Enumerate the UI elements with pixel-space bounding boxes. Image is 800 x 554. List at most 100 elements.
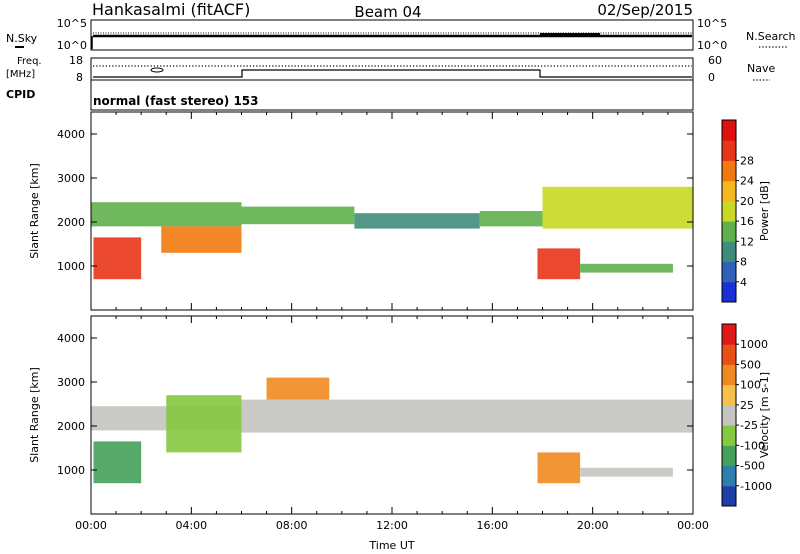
power-data [91, 186, 693, 280]
cpid-mode-text: normal (fast stereo) 153 [93, 94, 259, 108]
data-band-6 [580, 467, 673, 477]
nave-tick-top: 60 [708, 54, 722, 67]
nsearch-tick-bottom: 10^0 [697, 39, 727, 52]
y-tick-label: 2000 [57, 216, 85, 229]
nsky-label: N.Sky [6, 32, 38, 45]
colorbar-segment [722, 200, 736, 222]
colorbar-tick-label: -1000 [740, 480, 772, 493]
data-band-0 [91, 202, 242, 227]
colorbar-tick-label: 16 [740, 215, 754, 228]
cpid-label: CPID [6, 88, 35, 101]
nave-dip [150, 67, 164, 73]
colorbar-segment [722, 384, 736, 406]
colorbar-segment [722, 140, 736, 161]
nsky-frame [90, 19, 694, 51]
x-tick-label: 04:00 [175, 519, 207, 532]
station-title: Hankasalmi (fitACF) [92, 0, 250, 19]
beam-title: Beam 04 [354, 3, 421, 21]
y-tick-label: 1000 [57, 260, 85, 273]
freq-tick-top: 18 [69, 54, 83, 67]
colorbar-segment [722, 160, 736, 182]
power-panel: 1000 2000 3000 4000 Slant Range [km] 4 8 12 16… [28, 111, 771, 311]
data-band-7 [537, 248, 581, 280]
colorbar-segment [722, 261, 736, 283]
velocity-data [91, 377, 693, 484]
colorbar-tick-label: 25 [740, 399, 754, 412]
freq-label-line2: [MHz] [6, 69, 35, 80]
colorbar-tick-label: 500 [740, 358, 761, 371]
power-colorbar-label: Power [dB] [758, 181, 771, 241]
velocity-colorbar: 1000 500 100 25 -25 -100 -500 -1000 [721, 323, 772, 507]
x-tick-label: 08:00 [276, 519, 308, 532]
cpid-frame [90, 79, 694, 111]
colorbar-segment [722, 404, 736, 426]
data-band-1 [241, 206, 355, 225]
y-tick-label: 2000 [57, 420, 85, 433]
colorbar-segment [722, 445, 736, 467]
x-tick-label: 16:00 [476, 519, 508, 532]
nsearch-label: N.Search [746, 30, 796, 43]
y-tick-label: 3000 [57, 172, 85, 185]
velocity-frame [90, 315, 694, 515]
velocity-x-axis: 00:00 04:00 08:00 12:00 16:00 20:00 00:00 [75, 316, 709, 532]
colorbar-segment [722, 241, 736, 263]
colorbar-segment [722, 425, 736, 446]
colorbar-segment [722, 364, 736, 386]
x-tick-label: 00:00 [75, 519, 107, 532]
colorbar-tick-label: 12 [740, 235, 754, 248]
colorbar-segment [722, 221, 736, 242]
data-band-4 [542, 186, 693, 229]
colorbar-segment [722, 281, 736, 303]
date-title: 02/Sep/2015 [597, 1, 693, 19]
nave-tick-bottom: 0 [708, 71, 715, 84]
colorbar-tick-label: 28 [740, 154, 754, 167]
power-y-axis: 1000 2000 3000 4000 [57, 128, 693, 273]
data-band-6 [161, 226, 242, 253]
data-band-5 [537, 452, 581, 484]
colorbar-tick-label: -500 [740, 460, 765, 473]
data-band-5 [93, 237, 142, 280]
nsky-tick-bottom: 10^0 [57, 39, 87, 52]
x-axis-label: Time UT [368, 539, 414, 552]
nsky-panel: N.Sky 10^5 10^0 N.Search 10^5 10^0 [6, 17, 796, 52]
y-tick-label: 4000 [57, 332, 85, 345]
data-band-2 [93, 441, 142, 484]
colorbar-tick-label: -25 [740, 419, 758, 432]
colorbar-segment [722, 485, 736, 507]
power-frame [90, 111, 694, 311]
colorbar-frame [721, 119, 737, 303]
velocity-colorbar-label: Velocity [m s-1] [758, 372, 771, 458]
colorbar-tick-label: 100 [740, 379, 761, 392]
x-tick-label: 20:00 [577, 519, 609, 532]
freq-panel: Freq. [MHz] 18 8 60 0 Nave [6, 54, 775, 84]
velocity-y-axis: 1000 2000 3000 4000 [57, 332, 693, 477]
x-tick-label: 00:00 [677, 519, 709, 532]
power-colorbar: 4 8 12 16 20 24 28 [721, 119, 754, 303]
data-band-2 [354, 213, 480, 229]
x-tick-label: 12:00 [376, 519, 408, 532]
colorbar-segment [722, 180, 736, 202]
colorbar-segment [722, 120, 736, 141]
colorbar-tick-label: -100 [740, 439, 765, 452]
power-y-label: Slant Range [km] [28, 163, 41, 259]
colorbar-tick-label: 4 [740, 276, 747, 289]
colorbar-segment [722, 344, 736, 365]
colorbar-segment [722, 324, 736, 345]
y-tick-label: 4000 [57, 128, 85, 141]
freq-label-line1: Freq. [17, 56, 42, 67]
nsky-tick-top: 10^5 [57, 17, 87, 30]
nave-label: Nave [747, 62, 775, 75]
velocity-y-label: Slant Range [km] [28, 367, 41, 463]
data-band-3 [479, 211, 543, 227]
colorbar-frame [721, 323, 737, 507]
nsearch-tick-top: 10^5 [697, 17, 727, 30]
cpid-panel: CPID normal (fast stereo) 153 [6, 79, 694, 111]
freq-tick-bottom: 8 [76, 71, 83, 84]
colorbar-tick-label: 24 [740, 175, 754, 188]
data-band-1 [241, 399, 693, 433]
freq-trace [93, 69, 692, 78]
data-band-8 [580, 263, 673, 273]
colorbar-tick-label: 1000 [740, 338, 768, 351]
velocity-panel: 1000 2000 3000 4000 00:00 04:00 08:00 12:00 16:… [28, 315, 772, 552]
